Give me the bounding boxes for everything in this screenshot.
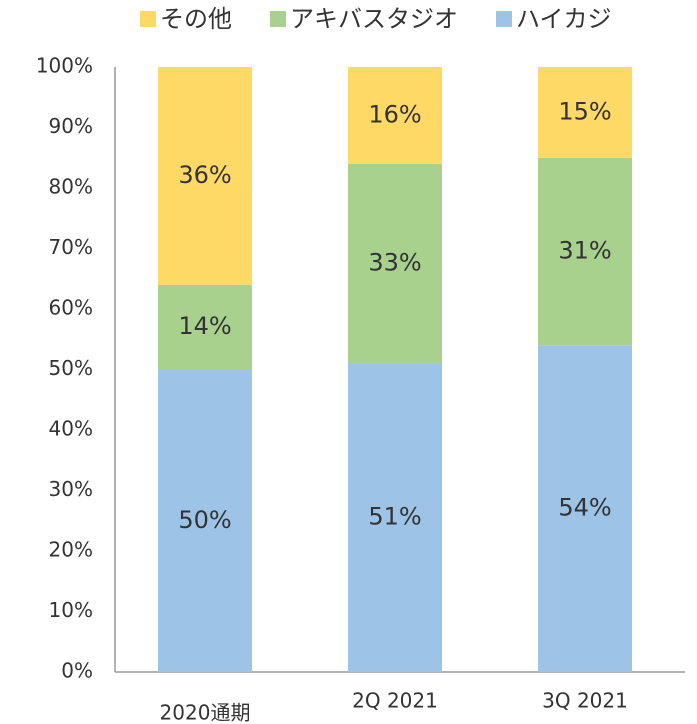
bar-segment	[538, 345, 632, 672]
x-tick-label: 2020通期	[160, 701, 251, 724]
data-label: 33%	[368, 249, 421, 277]
legend-swatch	[140, 11, 156, 27]
data-label: 14%	[178, 312, 231, 340]
bar-segment	[538, 67, 632, 158]
legend-label: アキバスタジオ	[290, 5, 458, 33]
legend-swatch	[270, 11, 286, 27]
bar-segment	[538, 157, 632, 346]
bar-segment	[158, 369, 252, 672]
data-label: 15%	[558, 97, 611, 125]
bar-segment	[348, 67, 442, 164]
y-tick-label: 80%	[49, 175, 93, 199]
y-tick-label: 50%	[49, 356, 93, 380]
legend-label: ハイカジ	[516, 5, 612, 33]
y-tick-label: 60%	[49, 296, 93, 320]
data-label: 31%	[558, 237, 611, 265]
y-tick-label: 100%	[36, 54, 93, 78]
bar-segment	[158, 67, 252, 285]
y-tick-label: 10%	[49, 598, 93, 622]
x-tick-label: 3Q 2021	[542, 689, 628, 713]
bar-segment	[348, 163, 442, 364]
bar-segment	[158, 284, 252, 370]
y-tick-label: 70%	[49, 235, 93, 259]
y-tick-label: 30%	[49, 477, 93, 501]
bar-segment	[348, 363, 442, 672]
y-tick-label: 20%	[49, 538, 93, 562]
y-tick-label: 40%	[49, 417, 93, 441]
y-tick-label: 0%	[61, 659, 93, 683]
legend-swatch	[496, 11, 512, 27]
y-tick-label: 90%	[49, 114, 93, 138]
data-label: 50%	[178, 506, 231, 534]
data-label: 54%	[558, 494, 611, 522]
data-label: 16%	[368, 100, 421, 128]
legend-label: その他	[160, 5, 232, 33]
data-label: 36%	[178, 161, 231, 189]
x-tick-label: 2Q 2021	[352, 689, 438, 713]
data-label: 51%	[368, 503, 421, 531]
